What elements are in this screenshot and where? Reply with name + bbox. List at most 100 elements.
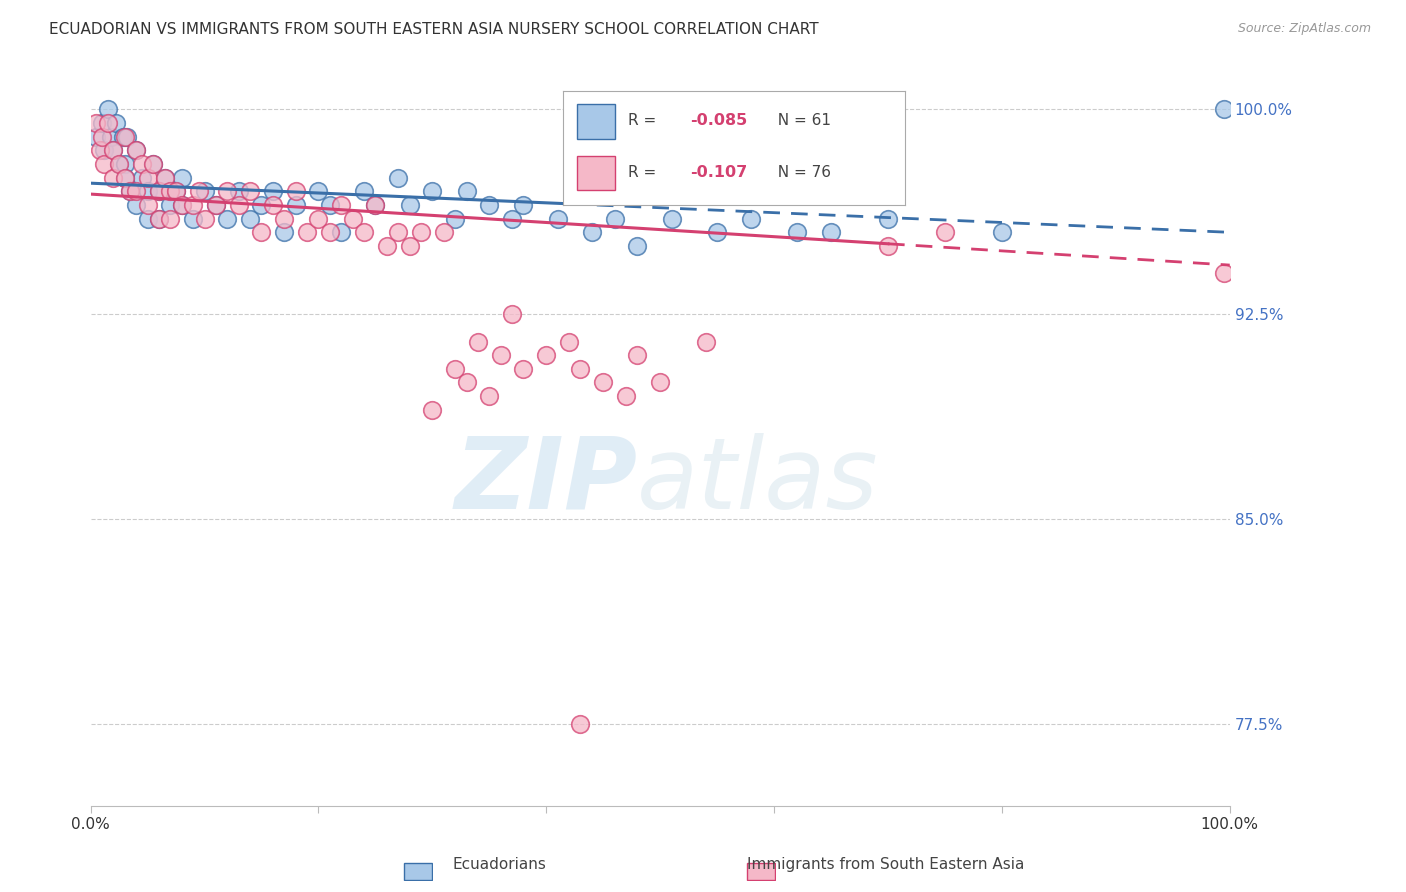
Point [501, 307, 523, 321]
Point [422, 185, 444, 199]
Point [217, 185, 239, 199]
Point [991, 225, 1014, 239]
Point [592, 376, 614, 390]
Point [603, 211, 626, 226]
Point [125, 185, 148, 199]
Point [136, 170, 159, 185]
Point [93, 157, 115, 171]
Point [103, 144, 125, 158]
Point [512, 361, 534, 376]
Point [364, 198, 387, 212]
Point [820, 225, 842, 239]
Point [422, 402, 444, 417]
Point [100, 129, 122, 144]
Point [330, 198, 353, 212]
Point [148, 185, 170, 199]
Point [136, 185, 159, 199]
Point [444, 361, 467, 376]
Point [205, 198, 228, 212]
Point [115, 129, 138, 144]
Point [159, 211, 181, 226]
Point [170, 198, 193, 212]
Point [104, 116, 127, 130]
Point [159, 198, 181, 212]
Point [307, 185, 329, 199]
Point [398, 198, 420, 212]
Point [330, 225, 353, 239]
Point [319, 225, 342, 239]
Point [148, 211, 170, 226]
Point [89, 144, 111, 158]
Point [228, 185, 250, 199]
Point [284, 198, 307, 212]
Point [375, 239, 398, 253]
Point [114, 170, 136, 185]
Point [319, 198, 342, 212]
Point [740, 211, 762, 226]
Point [217, 211, 239, 226]
Point [181, 198, 204, 212]
Point [239, 211, 262, 226]
Point [934, 225, 956, 239]
Text: Source: ZipAtlas.com: Source: ZipAtlas.com [1237, 22, 1371, 36]
Point [142, 157, 165, 171]
Point [614, 389, 637, 403]
Point [262, 198, 284, 212]
Point [125, 144, 148, 158]
Point [103, 144, 125, 158]
Point [501, 211, 523, 226]
Point [1213, 266, 1236, 280]
Point [569, 361, 592, 376]
Point [342, 211, 364, 226]
Point [387, 170, 409, 185]
Point [353, 225, 375, 239]
Point [165, 185, 187, 199]
Point [153, 170, 176, 185]
Point [114, 157, 136, 171]
Point [695, 334, 717, 349]
Point [661, 211, 683, 226]
Point [877, 211, 900, 226]
Point [273, 225, 295, 239]
Point [103, 170, 125, 185]
Point [444, 211, 467, 226]
Point [111, 129, 134, 144]
Text: ZIP: ZIP [454, 433, 637, 530]
FancyBboxPatch shape [404, 863, 432, 880]
Point [125, 198, 148, 212]
Point [273, 211, 295, 226]
Point [91, 129, 114, 144]
Point [409, 225, 432, 239]
FancyBboxPatch shape [747, 863, 775, 880]
Point [193, 185, 215, 199]
Point [467, 334, 489, 349]
Point [364, 198, 387, 212]
Point [131, 157, 153, 171]
Text: Immigrants from South Eastern Asia: Immigrants from South Eastern Asia [747, 857, 1025, 872]
Point [148, 185, 170, 199]
Point [626, 348, 648, 362]
Point [456, 185, 478, 199]
Point [706, 225, 728, 239]
Point [136, 211, 159, 226]
Point [478, 389, 501, 403]
Point [650, 376, 672, 390]
Point [142, 157, 165, 171]
Point [558, 334, 581, 349]
Point [205, 198, 228, 212]
Text: Ecuadorians: Ecuadorians [453, 857, 546, 872]
Point [456, 376, 478, 390]
Point [1213, 103, 1236, 117]
Point [97, 116, 120, 130]
Point [547, 211, 569, 226]
Point [159, 185, 181, 199]
Point [284, 185, 307, 199]
Point [131, 170, 153, 185]
Point [877, 239, 900, 253]
Point [91, 116, 114, 130]
Point [581, 225, 603, 239]
Point [165, 185, 187, 199]
Point [181, 211, 204, 226]
Point [170, 170, 193, 185]
Point [387, 225, 409, 239]
